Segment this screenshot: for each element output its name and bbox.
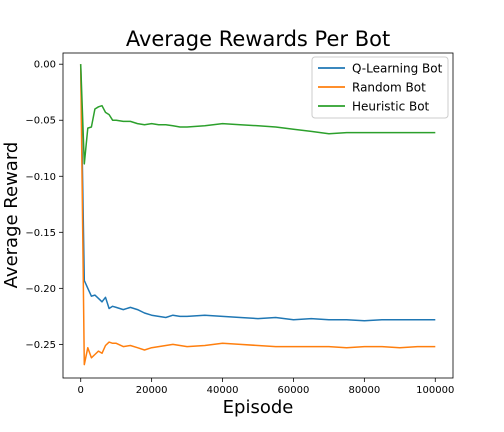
x-tick-label: 20000 [136,385,168,396]
series-line-random-bot [79,64,436,366]
x-axis-label: Episode [223,397,294,418]
legend-label: Random Bot [352,81,426,95]
y-tick-label: −0.15 [25,228,56,239]
x-tick-label: 0 [78,385,84,396]
x-tick-label: 80000 [348,385,380,396]
plot-frame [62,52,454,379]
series-line-heuristic-bot [79,64,436,165]
y-tick-label: −0.20 [25,284,56,295]
x-axis: 0 20000 40000 60000 80000 100000 [78,378,454,396]
legend-box [311,56,449,119]
series-layer [79,64,436,366]
x-tick-label: 40000 [207,385,239,396]
x-tick-label: 60000 [278,385,310,396]
series-line-q-learning-bot [79,64,436,322]
legend: Q-Learning Bot Random Bot Heuristic Bot [311,56,449,119]
legend-label: Q-Learning Bot [352,62,443,76]
y-tick-label: 0.00 [34,60,56,71]
y-tick-label: −0.25 [25,340,56,351]
y-tick-label: −0.05 [25,116,56,127]
y-axis-label: Average Reward [1,142,22,289]
y-tick-label: −0.10 [25,172,56,183]
legend-label: Heuristic Bot [352,100,430,114]
y-axis: 0.00 −0.05 −0.10 −0.15 −0.20 −0.25 [25,60,63,351]
chart-title: Average Rewards Per Bot [126,27,390,51]
x-tick-label: 100000 [416,385,454,396]
